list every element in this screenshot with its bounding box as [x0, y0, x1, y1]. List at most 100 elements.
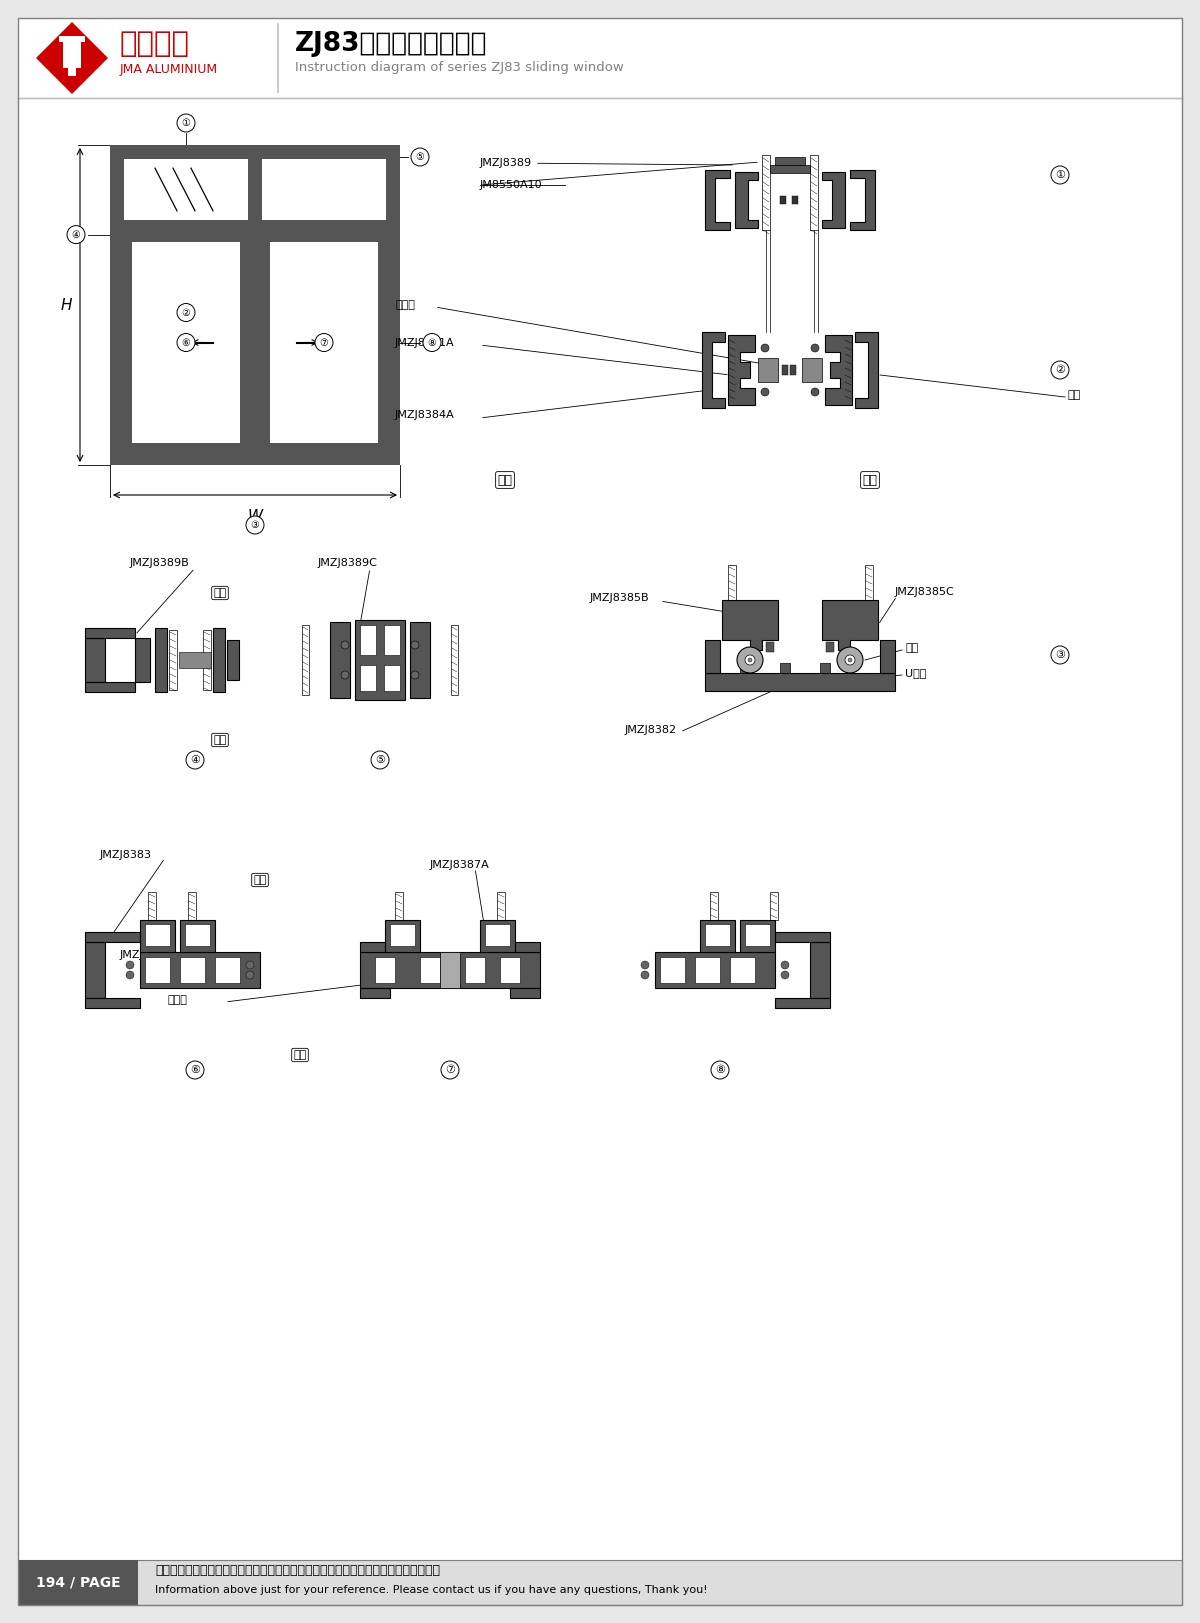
Bar: [262, 234, 270, 451]
Bar: [792, 196, 798, 204]
Bar: [395, 893, 403, 920]
Text: ③: ③: [251, 519, 259, 531]
Text: JMZJ8389C: JMZJ8389C: [318, 558, 378, 568]
Text: JMZJ8385B: JMZJ8385B: [590, 592, 649, 604]
Text: Instruction diagram of series ZJ83 sliding window: Instruction diagram of series ZJ83 slidi…: [295, 62, 624, 75]
Bar: [440, 953, 460, 988]
Circle shape: [186, 1061, 204, 1079]
Bar: [500, 958, 520, 984]
Circle shape: [246, 516, 264, 534]
Bar: [844, 338, 852, 403]
Bar: [262, 443, 386, 451]
Text: 室内: 室内: [214, 588, 227, 597]
Bar: [85, 932, 140, 941]
Bar: [110, 221, 400, 234]
Bar: [728, 565, 736, 601]
Polygon shape: [722, 601, 778, 649]
Bar: [85, 638, 106, 682]
Text: JMZJ8387A: JMZJ8387A: [430, 860, 490, 870]
Bar: [18, 1560, 1182, 1605]
Bar: [762, 156, 770, 230]
Bar: [820, 664, 830, 674]
Circle shape: [410, 670, 419, 678]
Bar: [384, 625, 400, 656]
Circle shape: [178, 304, 194, 321]
Bar: [110, 144, 400, 159]
Bar: [810, 941, 830, 998]
Bar: [64, 41, 82, 68]
Bar: [134, 638, 150, 682]
Bar: [145, 958, 170, 984]
Bar: [740, 664, 750, 674]
Polygon shape: [702, 333, 725, 407]
Text: ⑥: ⑥: [190, 1065, 200, 1074]
Circle shape: [371, 751, 389, 769]
Bar: [215, 958, 240, 984]
Text: H: H: [60, 297, 72, 313]
Text: 室外: 室外: [293, 1050, 307, 1060]
Polygon shape: [850, 170, 875, 230]
Bar: [355, 620, 406, 700]
Bar: [140, 920, 175, 953]
Text: ④: ④: [72, 229, 80, 240]
Bar: [262, 234, 386, 242]
Bar: [124, 234, 132, 451]
Bar: [510, 988, 540, 998]
Text: ⑥: ⑥: [181, 338, 191, 347]
Text: JMZJ8384A: JMZJ8384A: [395, 411, 455, 420]
Polygon shape: [706, 170, 730, 230]
Bar: [510, 941, 540, 953]
Circle shape: [761, 388, 769, 396]
Bar: [770, 166, 810, 174]
Bar: [330, 622, 350, 698]
Bar: [655, 953, 775, 988]
Circle shape: [341, 641, 349, 649]
Bar: [706, 639, 720, 674]
Circle shape: [710, 1061, 730, 1079]
Text: U型槽: U型槽: [905, 669, 926, 678]
Text: ⑤: ⑤: [415, 153, 425, 162]
Bar: [85, 628, 134, 638]
Text: JMZJ8383: JMZJ8383: [100, 850, 152, 860]
Bar: [386, 144, 400, 466]
Polygon shape: [826, 334, 852, 406]
Text: ⑤: ⑤: [374, 755, 385, 764]
Polygon shape: [728, 334, 755, 406]
Text: 室内: 室内: [498, 474, 512, 487]
Circle shape: [126, 971, 134, 979]
Bar: [248, 144, 262, 466]
Text: 室内: 室内: [253, 875, 266, 885]
Bar: [826, 643, 834, 652]
Bar: [110, 144, 124, 466]
Text: ①: ①: [1055, 170, 1066, 180]
Bar: [485, 923, 510, 946]
Circle shape: [178, 333, 194, 352]
Bar: [124, 443, 248, 451]
Text: ④: ④: [190, 755, 200, 764]
Text: 防盗器: 防盗器: [395, 300, 415, 310]
Text: 194 / PAGE: 194 / PAGE: [36, 1574, 120, 1589]
Bar: [110, 451, 400, 466]
Bar: [480, 920, 515, 953]
Bar: [18, 18, 1182, 97]
Bar: [385, 920, 420, 953]
Text: 室外: 室外: [214, 735, 227, 745]
Circle shape: [314, 333, 334, 352]
Bar: [410, 622, 430, 698]
Text: JMA ALUMINIUM: JMA ALUMINIUM: [120, 63, 218, 76]
Text: JMZJ8385C: JMZJ8385C: [895, 588, 955, 597]
Text: ①: ①: [181, 118, 191, 128]
Bar: [140, 953, 260, 988]
Bar: [466, 958, 485, 984]
Circle shape: [1051, 360, 1069, 380]
Text: 室外: 室外: [863, 474, 877, 487]
Circle shape: [246, 961, 254, 969]
Bar: [384, 665, 400, 691]
Bar: [790, 365, 796, 375]
Bar: [240, 234, 248, 451]
Text: JMZJ8381A: JMZJ8381A: [395, 338, 455, 347]
Bar: [227, 639, 239, 680]
Text: ③: ③: [1055, 649, 1066, 661]
Bar: [124, 234, 248, 242]
Text: JMZJ8389: JMZJ8389: [480, 157, 732, 169]
